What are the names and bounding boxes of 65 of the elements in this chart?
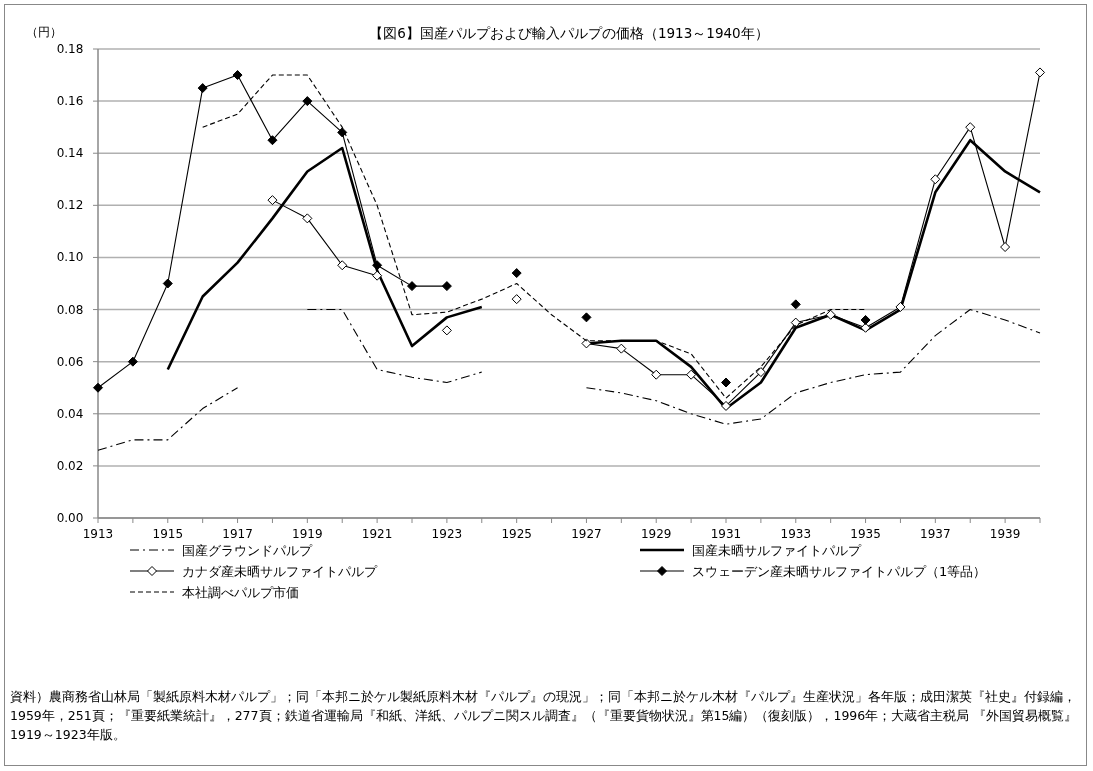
y-tick-label: 0.14 <box>56 146 84 161</box>
point <box>616 343 627 354</box>
x-tick-label: 1939 <box>989 527 1021 541</box>
point <box>965 122 976 133</box>
point <box>267 135 278 146</box>
point <box>721 377 731 388</box>
point <box>721 400 731 411</box>
point <box>930 174 941 185</box>
y-tick-label: 0.02 <box>56 458 84 473</box>
point <box>755 367 766 378</box>
y-tick-label: 0.00 <box>56 511 84 525</box>
x-tick-label: 1933 <box>780 527 812 541</box>
y-tick-label: 0.04 <box>56 406 84 421</box>
point <box>337 127 348 138</box>
x-tick-label: 1913 <box>82 527 114 541</box>
point <box>1000 242 1011 253</box>
point <box>686 369 697 380</box>
point <box>511 268 522 279</box>
x-tick-label: 1921 <box>361 527 393 541</box>
point <box>302 213 313 224</box>
point <box>407 281 417 292</box>
point <box>651 369 662 380</box>
y-tick-label: 0.18 <box>56 42 84 56</box>
point <box>372 270 383 281</box>
point <box>337 260 348 271</box>
x-tick-label: 1927 <box>571 527 602 541</box>
x-tick-label: 1915 <box>152 527 184 541</box>
x-tick-label: 1925 <box>501 527 532 541</box>
x-tick-label: 1931 <box>710 527 742 541</box>
legend-label: カナダ産未晒サルファイトパルプ <box>182 564 378 579</box>
point <box>511 294 522 305</box>
point <box>197 83 208 94</box>
point <box>581 338 592 349</box>
legend-label: 本社調べパルプ市価 <box>182 585 299 600</box>
chart-title: 【図6】国産パルプおよび輸入パルプの価格（1913～1940年） <box>369 25 769 41</box>
y-tick-label: 0.16 <box>56 94 84 109</box>
x-tick-label: 1919 <box>292 527 323 541</box>
x-tick-label: 1929 <box>640 527 672 541</box>
point <box>1035 67 1045 78</box>
point <box>441 281 452 292</box>
point <box>581 312 592 323</box>
text: 資料）農商務省山林局「製紙原料木材パルプ」；同「本邦ニ於ケル製紙原料木材『パルプ』の現況」；同「本邦ニ於ケル木材『パルプ』生産状況」各年版；成田潔英『社史』付録編，1959年，251頁；『重要紙業統計』，277頁；鉄道省運輸局『和紙、洋紙、パルプニ関スル調査』（『重要貨物状況』第15編）（復刻版），1996年；大蔵省主税局 『外国貿易概覧』1919～1923年版。 <box>10 688 1079 744</box>
point <box>232 70 243 81</box>
point <box>267 195 278 206</box>
y-tick-label: 0.06 <box>56 354 84 369</box>
point <box>790 299 801 310</box>
legend-label: 国産未晒サルファイトパルプ <box>692 543 862 558</box>
y-axis-title: （円） <box>26 25 62 39</box>
legend-label: 国産グラウンドパルプ <box>182 543 313 558</box>
point <box>93 382 103 393</box>
point <box>790 317 801 328</box>
point <box>860 314 871 325</box>
point <box>127 356 138 367</box>
y-tick-label: 0.12 <box>56 198 84 213</box>
x-tick-label: 1937 <box>920 527 951 541</box>
x-tick-label: 1935 <box>850 527 881 541</box>
x-tick-label: 1923 <box>431 527 463 541</box>
point <box>825 309 836 320</box>
y-tick-label: 0.08 <box>56 302 84 317</box>
point <box>302 96 313 107</box>
point <box>895 301 906 312</box>
legend-label: スウェーデン産未晒サルファイトパルプ（1等品） <box>692 564 987 579</box>
y-tick-label: 0.10 <box>56 250 84 265</box>
point <box>162 278 173 289</box>
x-tick-label: 1917 <box>222 527 253 541</box>
